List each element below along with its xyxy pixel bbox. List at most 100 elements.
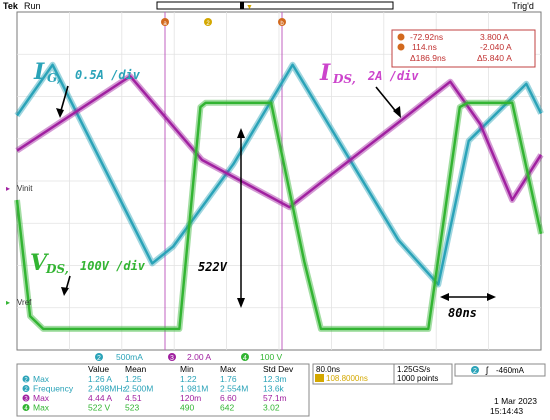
ch3-indicator[interactable] [168, 353, 176, 361]
cursor-a-marker-label: a [163, 21, 167, 27]
cursor-b-marker-label: b [280, 21, 284, 27]
cursor-a-readout-icon [397, 33, 405, 41]
measurement-channel-indicator [22, 375, 30, 383]
cursor-delta-time: Δ186.9ns [410, 53, 446, 63]
measurement-value: 1.25 [125, 374, 142, 384]
ch2-scale: 500mA [116, 352, 143, 362]
measurement-column-header: Std Dev [263, 364, 294, 374]
cursor-readout [391, 29, 536, 68]
measurement-value: 57.1m [263, 393, 287, 403]
timebase-scale: 80.0ns [316, 365, 340, 374]
amplitude-arrow-top [237, 128, 245, 138]
ig-trace [16, 63, 543, 286]
cursor-b-marker[interactable] [278, 18, 286, 26]
measurement-value: 1.22 [180, 374, 197, 384]
ids-label-main: I [319, 60, 331, 86]
ch2-number: 2 [97, 355, 101, 362]
measurement-value: 523 [125, 403, 139, 413]
trigger-level: -460mA [496, 366, 525, 375]
date-label: 1 Mar 2023 [494, 396, 537, 406]
measurement-value: 13.6k [263, 384, 285, 394]
measurement-channel-indicator [22, 404, 30, 411]
graticule [17, 12, 541, 350]
vds-trace [15, 101, 543, 331]
measurement-value: 120m [180, 393, 201, 403]
amplitude-arrow-bottom [237, 298, 245, 308]
ig-label-main: I [33, 59, 45, 85]
waveform-traces [14, 61, 544, 332]
measurement-name: Max [33, 403, 50, 413]
measurement-channel-number: 3 [24, 397, 28, 403]
measurement-value: 1.26 A [88, 374, 112, 384]
measurement-table: Value Mean Min Max Std Dev 2 Max 1.26 A 1.25 1.22… [16, 363, 310, 417]
measurement-value: 642 [220, 403, 234, 413]
measurement-value: 2.554M [220, 384, 248, 394]
measurement-value: 4.51 [125, 393, 142, 403]
cursor-a-value: 3.800 A [480, 32, 509, 42]
measurement-channel-indicator [22, 394, 30, 402]
measurement-channel-number: 4 [24, 406, 28, 412]
measurement-value: 4.44 A [88, 393, 112, 403]
cursor-a-time: -72.92ns [410, 32, 443, 42]
measurement-value: 522 V [88, 403, 111, 413]
measurement-table-frame [16, 363, 310, 417]
measurement-value: 1.76 [220, 374, 237, 384]
vds-label-main: V [30, 250, 49, 276]
measurement-value: 2.498MHz [88, 384, 127, 394]
measurement-value: 6.60 [220, 393, 237, 403]
ch4-number: 4 [243, 355, 247, 362]
ig-scale-label: 0.5A /div [75, 68, 141, 82]
period-label: 80ns [448, 306, 477, 320]
record-length: 1000 points [397, 374, 438, 383]
ids-arrow-head [393, 106, 401, 118]
ids-scale-label: 2A /div [367, 69, 419, 83]
measurement-column-header: Mean [125, 364, 147, 374]
trigger-time-marker-label: 2 [206, 21, 210, 27]
ch2-indicator[interactable] [95, 353, 103, 361]
ch4-scale: 100 V [260, 352, 283, 362]
run-state-label: Run [24, 1, 41, 11]
ch3-number: 3 [170, 355, 174, 362]
trigger-slope-icon: ʃ [485, 365, 489, 375]
channel-bar [17, 352, 309, 362]
vds-arrow-head [61, 287, 69, 296]
timebase-position: 108.8000ns [326, 374, 368, 383]
amplitude-label: 522V [198, 260, 228, 274]
brand-label: Tek [3, 1, 19, 11]
measurement-channel-number: 2 [24, 378, 28, 384]
trigger-time-marker [204, 18, 212, 26]
measurement-column-header: Min [180, 364, 194, 374]
sample-rate: 1.25GS/s [397, 365, 430, 374]
vref-label: Vref [17, 298, 32, 307]
measurement-name: Max [33, 393, 50, 403]
period-arrow-right [487, 293, 496, 301]
cursor-b-time: 114.ns [412, 42, 437, 52]
vin-marker: ▸ [6, 184, 10, 193]
period-arrow-left [440, 293, 449, 301]
measurement-channel-number: 2 [24, 387, 28, 393]
vds-arrow [65, 275, 71, 291]
measurement-value: 1.981M [180, 384, 208, 394]
measurement-name: Max [33, 374, 50, 384]
cursor-a-marker[interactable] [161, 18, 169, 26]
trigger-channel-indicator [471, 366, 479, 374]
ig-arrow-head [56, 108, 64, 118]
top-bar [0, 0, 550, 12]
trigger-position-marker: ▼ [246, 4, 253, 11]
measurement-column-header: Value [88, 364, 109, 374]
ig-label-sub: G, [47, 71, 61, 85]
cursor-b-value: -2.040 A [480, 42, 512, 52]
ids-trace [16, 74, 543, 209]
measurement-name: Frequency [33, 384, 74, 394]
record-view-bar [156, 1, 394, 10]
measurement-channel-indicator [22, 385, 30, 392]
ch4-indicator[interactable] [241, 353, 249, 361]
measurement-column-header: Max [220, 364, 237, 374]
time-label: 15:14:43 [490, 406, 523, 416]
trigger-channel-number: 2 [473, 368, 477, 375]
ch3-scale: 2.00 A [187, 352, 211, 362]
vds-scale-label: 100V /div [80, 259, 146, 273]
measurement-value: 3.02 [263, 403, 280, 413]
acquisition-box [393, 363, 453, 385]
